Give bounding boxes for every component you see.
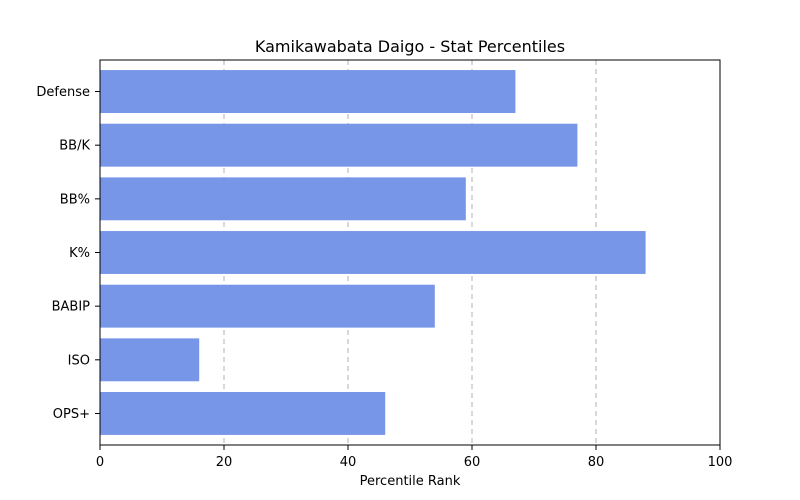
bars [100, 70, 646, 435]
x-axis-ticks: 0 20 40 60 80 100 [96, 445, 733, 470]
y-tick-label: ISO [68, 353, 90, 368]
y-axis-ticks: Defense BB/K BB% K% BABIP ISO OPS+ [36, 85, 100, 422]
x-tick-label: 60 [464, 455, 481, 470]
y-tick-label: BB/K [59, 139, 90, 154]
y-tick-label: K% [69, 246, 90, 261]
bar-bb- [100, 177, 466, 221]
x-axis-label: Percentile Rank [360, 474, 461, 489]
bar-defense [100, 70, 516, 113]
chart-title: Kamikawabata Daigo - Stat Percentiles [255, 37, 565, 56]
x-tick-label: 100 [708, 455, 733, 470]
y-tick-label: Defense [36, 85, 90, 100]
y-tick-label: OPS+ [53, 407, 90, 422]
bar-bb-k [100, 123, 578, 167]
bar-ops- [100, 392, 386, 435]
y-tick-label: BB% [60, 192, 90, 207]
x-tick-label: 20 [216, 455, 233, 470]
x-tick-label: 40 [340, 455, 357, 470]
bar-iso [100, 338, 200, 382]
bar-k- [100, 231, 646, 274]
bar-babip [100, 284, 435, 328]
x-tick-label: 80 [588, 455, 605, 470]
y-tick-label: BABIP [52, 300, 91, 315]
x-tick-label: 0 [96, 455, 104, 470]
